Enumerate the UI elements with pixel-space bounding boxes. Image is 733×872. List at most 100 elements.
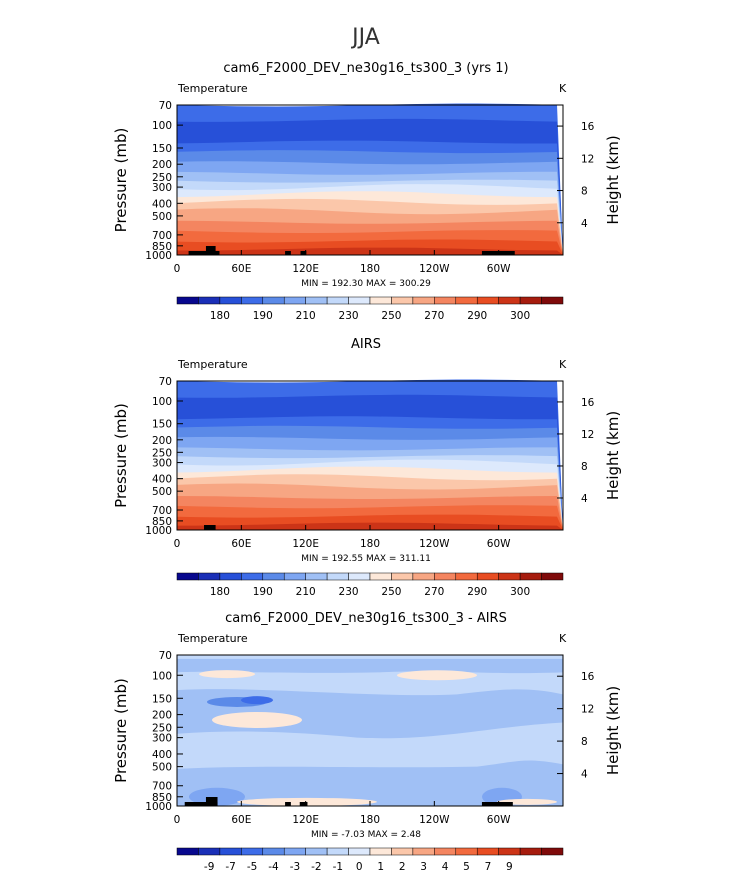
pressure-tick-label: 200	[152, 710, 172, 722]
pressure-tick-label: 250	[152, 722, 172, 734]
colorbar-swatch	[305, 296, 328, 305]
topography-mask	[184, 802, 218, 806]
colorbar-label: 300	[510, 310, 530, 322]
pressure-tick-label: 500	[152, 762, 172, 774]
diff-region-positive	[199, 670, 255, 679]
height-tick-label: 16	[581, 671, 595, 683]
colorbar-swatch	[369, 572, 392, 581]
diff-region-positive	[397, 670, 477, 681]
longitude-tick-label: 120W	[419, 263, 450, 275]
panel-title: cam6_F2000_DEV_ne30g16_ts300_3 (yrs 1)	[223, 61, 508, 76]
height-tick-label: 8	[581, 736, 588, 748]
colorbar-swatch	[476, 572, 499, 581]
colorbar-swatch	[369, 296, 392, 305]
topography-mask	[204, 525, 216, 530]
colorbar-label: 190	[253, 310, 273, 322]
height-tick-label: 16	[581, 397, 595, 409]
colorbar-swatch	[434, 847, 457, 856]
units-label: K	[559, 82, 567, 95]
colorbar-label: 250	[381, 586, 401, 598]
longitude-tick-label: 60E	[231, 263, 251, 275]
colorbar-swatch	[412, 572, 435, 581]
temperature-field-0	[177, 103, 563, 256]
colorbar-swatch	[241, 296, 264, 305]
colorbar-swatch	[519, 296, 542, 305]
y2-axis-label: Height (km)	[604, 686, 622, 775]
colorbar-swatch	[391, 296, 414, 305]
colorbar-swatch	[305, 572, 328, 581]
height-tick-label: 12	[581, 704, 594, 716]
colorbar-swatch	[519, 847, 542, 856]
diff-region-negative-strong	[189, 787, 245, 806]
height-tick-label: 8	[581, 186, 588, 198]
topography-mask	[481, 802, 513, 806]
pressure-tick-label: 400	[152, 749, 172, 761]
colorbar-label: 3	[420, 861, 427, 872]
panel-title: cam6_F2000_DEV_ne30g16_ts300_3 - AIRS	[225, 611, 507, 626]
diff-region-negative	[177, 658, 563, 674]
longitude-tick-label: 120W	[419, 814, 450, 826]
colorbar-swatch	[476, 847, 499, 856]
longitude-tick-label: 60E	[231, 814, 251, 826]
pressure-tick-label: 850	[152, 241, 172, 253]
pressure-tick-label: 700	[152, 781, 172, 793]
colorbar-swatch	[348, 847, 371, 856]
colorbar-label: 5	[463, 861, 470, 872]
topography-mask	[205, 797, 218, 806]
colorbar-swatch	[198, 572, 221, 581]
pressure-tick-label: 150	[152, 693, 172, 705]
colorbar-swatch	[262, 572, 285, 581]
pressure-tick-label: 500	[152, 486, 172, 498]
pressure-tick-label: 1000	[145, 525, 172, 537]
colorbar-label: 210	[296, 310, 316, 322]
longitude-tick-label: 60W	[487, 538, 511, 550]
pressure-tick-label: 300	[152, 182, 172, 194]
colorbar-label: -7	[225, 861, 235, 872]
colorbar-label: -9	[204, 861, 214, 872]
height-tick-label: 8	[581, 461, 588, 473]
colorbar-swatch	[498, 572, 521, 581]
colorbar-swatch	[412, 296, 435, 305]
colorbar-swatch	[348, 572, 371, 581]
colorbar-swatch	[412, 847, 435, 856]
colorbar-swatch	[369, 847, 392, 856]
colorbar-swatch	[391, 572, 414, 581]
colorbar-label: 190	[253, 586, 273, 598]
height-tick-label: 12	[581, 429, 594, 441]
longitude-tick-label: 60W	[487, 814, 511, 826]
colorbar-swatch	[262, 296, 285, 305]
min-max-text: MIN = -7.03 MAX = 2.48	[311, 830, 421, 840]
colorbar-swatch	[455, 296, 478, 305]
colorbar-swatch	[498, 847, 521, 856]
pressure-tick-label: 850	[152, 516, 172, 528]
colorbar-label: 180	[210, 310, 230, 322]
colorbar-label: 300	[510, 586, 530, 598]
pressure-tick-label: 250	[152, 447, 172, 459]
colorbar-swatch	[541, 296, 564, 305]
y2-axis-label: Height (km)	[604, 411, 622, 500]
colorbar-label: 9	[506, 861, 513, 872]
colorbar-swatch	[498, 296, 521, 305]
colorbar-swatch	[262, 847, 285, 856]
colorbar-swatch	[176, 572, 199, 581]
topography-mask	[188, 251, 220, 255]
panel-title: AIRS	[351, 337, 381, 352]
colorbar-label: 180	[210, 586, 230, 598]
longitude-tick-label: 120E	[292, 814, 319, 826]
colorbar-swatch	[283, 296, 306, 305]
topography-mask	[285, 802, 291, 806]
pressure-tick-label: 700	[152, 505, 172, 517]
longitude-tick-label: 0	[174, 263, 181, 275]
colorbar-label: -2	[311, 861, 321, 872]
colorbar-label: 4	[442, 861, 449, 872]
y2-axis-label: Height (km)	[604, 135, 622, 224]
colorbar-label: 230	[339, 310, 359, 322]
colorbar-swatch	[219, 572, 242, 581]
longitude-tick-label: 0	[174, 538, 181, 550]
pressure-tick-label: 200	[152, 435, 172, 447]
colorbar-label: 290	[467, 586, 487, 598]
pressure-tick-label: 100	[152, 120, 172, 132]
variable-label: Temperature	[177, 82, 248, 95]
colorbar-swatch	[176, 847, 199, 856]
colorbar-swatch	[434, 296, 457, 305]
